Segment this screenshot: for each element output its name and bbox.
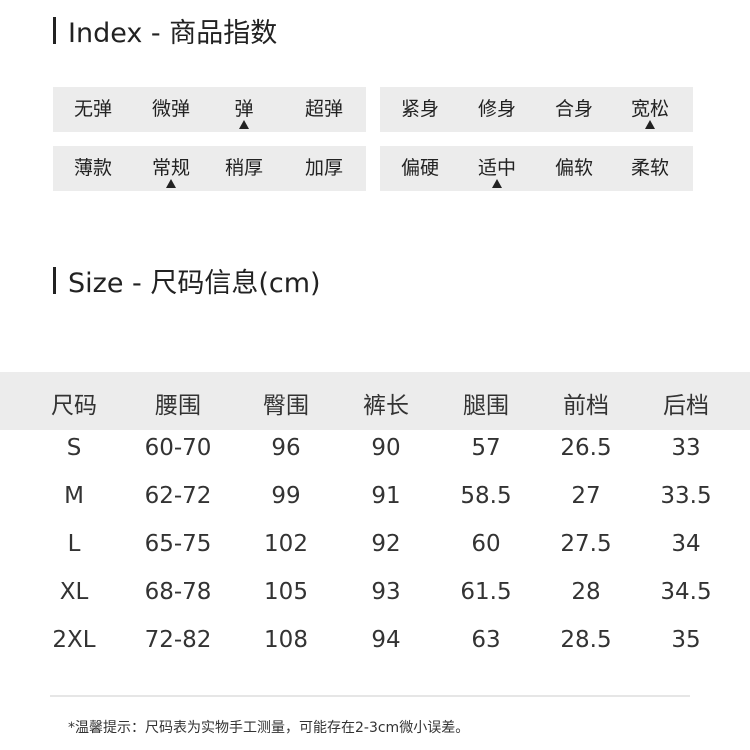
table-cell: 90 — [371, 435, 401, 461]
table-cell: 108 — [264, 627, 308, 653]
index-option: 适中 — [458, 146, 536, 191]
index-option: 偏软 — [535, 146, 613, 191]
size-title-text: Size - 尺码信息(cm) — [68, 267, 321, 299]
table-cell: 28 — [571, 579, 601, 605]
table-cell: 99 — [271, 483, 301, 509]
table-header-cell: 裤长 — [363, 393, 409, 419]
index-option: 合身 — [535, 87, 613, 132]
index-option-label: 超弹 — [304, 98, 343, 120]
table-cell: 34 — [671, 531, 701, 557]
index-option-label: 加厚 — [304, 157, 343, 179]
table-cell: L — [67, 531, 81, 557]
table-header-cell: 腿围 — [463, 393, 509, 419]
index-option: 弹 — [205, 87, 283, 132]
selected-triangle-icon — [166, 179, 176, 188]
table-cell: 27 — [571, 483, 601, 509]
index-option: 超弹 — [285, 87, 363, 132]
index-option-label: 宽松 — [630, 98, 669, 120]
table-cell: 92 — [371, 531, 401, 557]
divider — [50, 695, 690, 697]
table-cell: 62-72 — [144, 483, 212, 509]
index-option-label: 紧身 — [400, 98, 439, 120]
index-option-label: 弹 — [234, 98, 254, 120]
index-option: 紧身 — [381, 87, 459, 132]
size-title: Size - 尺码信息(cm) — [53, 264, 321, 299]
index-option-label: 偏硬 — [400, 157, 439, 179]
table-cell: 33 — [671, 435, 701, 461]
table-cell: 2XL — [52, 627, 96, 653]
table-cell: 35 — [671, 627, 701, 653]
index-option-label: 无弹 — [73, 98, 112, 120]
table-cell: 61.5 — [460, 579, 512, 605]
selected-triangle-icon — [492, 179, 502, 188]
table-cell: 27.5 — [560, 531, 612, 557]
table-header-cell: 后档 — [663, 393, 709, 419]
table-cell: 72-82 — [144, 627, 212, 653]
index-panel: 薄款 常规 稍厚 加厚 — [53, 146, 366, 191]
table-cell: 65-75 — [144, 531, 212, 557]
index-option: 柔软 — [611, 146, 689, 191]
index-option: 无弹 — [54, 87, 132, 132]
table-cell: 96 — [271, 435, 301, 461]
index-option: 加厚 — [285, 146, 363, 191]
table-cell: 58.5 — [460, 483, 512, 509]
table-cell: XL — [59, 579, 89, 605]
index-option-label: 稍厚 — [224, 157, 263, 179]
table-header-cell: 臀围 — [263, 393, 309, 419]
index-panel: 紧身 修身 合身 宽松 — [380, 87, 693, 132]
index-option-label: 柔软 — [630, 157, 669, 179]
index-title: Index - 商品指数 — [53, 14, 277, 49]
table-header-cell: 腰围 — [155, 393, 201, 419]
index-option-label: 薄款 — [73, 157, 112, 179]
index-panel: 偏硬 适中 偏软 柔软 — [380, 146, 693, 191]
index-option: 微弹 — [132, 87, 210, 132]
index-option: 薄款 — [54, 146, 132, 191]
footnote: *温馨提示：尺码表为实物手工测量，可能存在2-3cm微小误差。 — [68, 720, 470, 736]
selected-triangle-icon — [239, 120, 249, 129]
table-header-cell: 尺码 — [51, 393, 97, 419]
index-option: 稍厚 — [205, 146, 283, 191]
table-cell: 105 — [264, 579, 308, 605]
index-option-label: 常规 — [151, 157, 190, 179]
table-cell: S — [66, 435, 82, 461]
selected-triangle-icon — [645, 120, 655, 129]
index-option-label: 合身 — [554, 98, 593, 120]
table-cell: 102 — [264, 531, 308, 557]
table-header-cell: 前档 — [563, 393, 609, 419]
table-cell: 57 — [471, 435, 501, 461]
index-title-text: Index - 商品指数 — [68, 17, 278, 49]
table-cell: 60 — [471, 531, 501, 557]
table-cell: 26.5 — [560, 435, 612, 461]
size-table-header — [0, 372, 750, 430]
index-panel: 无弹 微弹 弹 超弹 — [53, 87, 366, 132]
index-option-label: 微弹 — [151, 98, 190, 120]
table-cell: 28.5 — [560, 627, 612, 653]
table-cell: 91 — [371, 483, 401, 509]
table-cell: 34.5 — [660, 579, 712, 605]
index-option-label: 偏软 — [554, 157, 593, 179]
table-cell: 93 — [371, 579, 401, 605]
index-option-label: 适中 — [477, 157, 516, 179]
table-cell: 94 — [371, 627, 401, 653]
index-option: 偏硬 — [381, 146, 459, 191]
index-option: 修身 — [458, 87, 536, 132]
index-option: 常规 — [132, 146, 210, 191]
table-cell: M — [64, 483, 84, 509]
table-cell: 63 — [471, 627, 501, 653]
table-cell: 60-70 — [144, 435, 212, 461]
table-cell: 68-78 — [144, 579, 212, 605]
table-cell: 33.5 — [660, 483, 712, 509]
index-option: 宽松 — [611, 87, 689, 132]
title-bar — [53, 266, 56, 294]
index-option-label: 修身 — [477, 98, 516, 120]
title-bar — [53, 16, 56, 44]
